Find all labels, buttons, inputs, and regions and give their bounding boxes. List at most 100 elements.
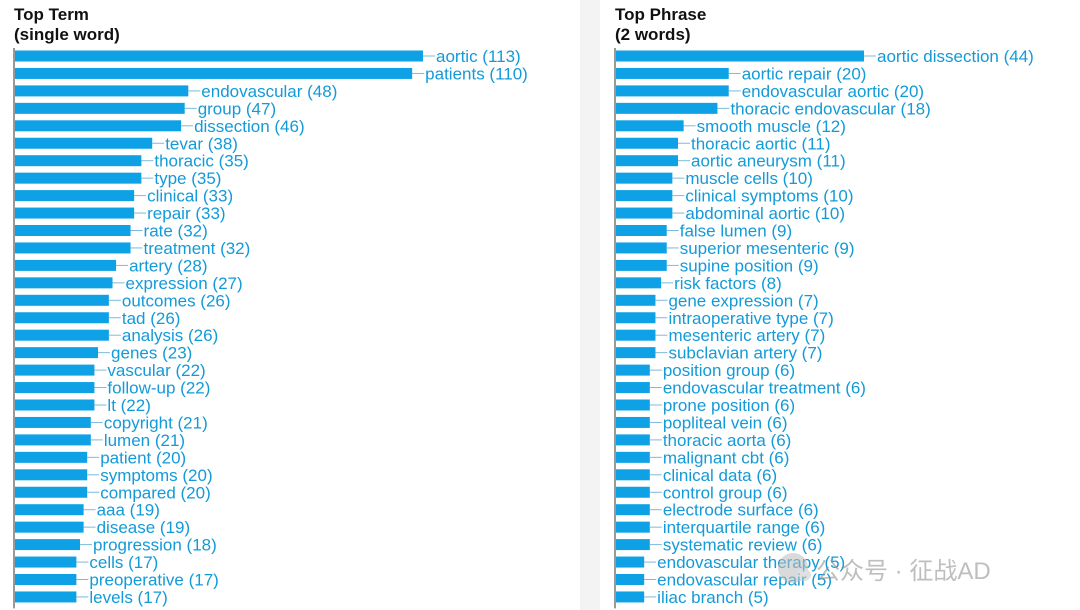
bar-label: prone position (6) [663, 396, 795, 415]
bar [616, 486, 650, 498]
bar [616, 137, 678, 149]
panel-gutter [580, 0, 600, 610]
bar [15, 574, 77, 585]
bar [616, 347, 656, 359]
bar-label: dissection (46) [194, 117, 305, 136]
bar [15, 329, 109, 341]
bar [15, 50, 423, 62]
bar-label: levels (17) [89, 588, 167, 607]
bar-label: tevar (38) [165, 134, 238, 153]
bar-label: genes (23) [111, 344, 192, 363]
bar [616, 259, 667, 271]
bar [616, 591, 645, 603]
bar [15, 486, 88, 498]
chart-subtitle-line: (2 words) [615, 25, 691, 44]
bar [616, 242, 667, 254]
bar-label: artery (28) [129, 256, 207, 275]
wechat-icon [778, 553, 811, 583]
bar-label: supine position (9) [680, 256, 819, 275]
bar [15, 312, 109, 324]
bar-label: preoperative (17) [89, 571, 218, 590]
chart-title: Top Term (single word) [14, 5, 120, 45]
bar [616, 85, 729, 97]
bar [616, 556, 645, 568]
bar [15, 294, 109, 306]
bar-label: treatment (32) [144, 239, 251, 258]
bar-label: tad (26) [122, 309, 181, 328]
bar-label: patient (20) [100, 448, 186, 467]
bar [15, 434, 91, 446]
bar-label: follow-up (22) [107, 379, 210, 398]
bar-label: symptoms (20) [100, 466, 212, 485]
bar [15, 591, 77, 603]
bar [616, 364, 650, 376]
bar [15, 155, 142, 167]
bar-label: aortic repair (20) [742, 64, 867, 83]
bar-label: electrode surface (6) [663, 501, 819, 520]
bar [616, 416, 650, 428]
bar [15, 364, 95, 376]
bar-label: expression (27) [125, 274, 242, 293]
bar-label: systematic review (6) [663, 536, 823, 555]
bar [15, 556, 77, 568]
chart-subtitle-line: (single word) [14, 25, 120, 44]
bar-label: group (47) [198, 99, 276, 118]
top-phrase-panel: Top Phrase (2 words) aortic dissection (… [600, 0, 1080, 610]
bar [15, 172, 142, 184]
bar [15, 347, 99, 359]
bar-label: interquartile range (6) [663, 518, 826, 537]
bar [616, 521, 650, 533]
bar [15, 382, 95, 394]
bar [616, 50, 864, 62]
bar-label: mesenteric artery (7) [668, 326, 825, 345]
bar [15, 259, 117, 271]
bar-label: progression (18) [93, 536, 217, 555]
bar-label: lumen (21) [104, 431, 185, 450]
bar [616, 207, 673, 219]
bar-label: superior mesenteric (9) [680, 239, 855, 258]
bar [616, 312, 656, 324]
bar-label: copyright (21) [104, 413, 208, 432]
chart-title: Top Phrase (2 words) [615, 5, 706, 45]
bar-label: vascular (22) [107, 361, 205, 380]
bar [15, 469, 88, 481]
bar [616, 277, 662, 289]
bar [15, 190, 135, 202]
bar-label: abdominal aortic (10) [685, 204, 845, 223]
top-term-panel: Top Term (single word) aortic (113) patie… [13, 5, 528, 609]
bar-label: popliteal vein (6) [663, 413, 788, 432]
top-term-bar-chart: aortic (113)patients (110) endovascular (… [13, 47, 528, 609]
bar-label: false lumen (9) [680, 222, 792, 241]
bar [15, 137, 153, 149]
bar-label: repair (33) [147, 204, 225, 223]
bar-label: compared (20) [100, 483, 211, 502]
bar-label: position group (6) [663, 361, 795, 380]
bar-label: aortic dissection (44) [877, 47, 1034, 66]
bar-label: iliac branch (5) [657, 588, 769, 607]
bar [15, 207, 135, 219]
bar-label: endovascular (48) [201, 82, 337, 101]
bar [616, 329, 656, 341]
bar [616, 190, 673, 202]
bar-label: subclavian artery (7) [668, 344, 822, 363]
bar [15, 102, 185, 114]
bar-label: endovascular treatment (6) [663, 379, 866, 398]
bar [15, 521, 84, 533]
bar [616, 294, 656, 306]
bar-label: lt (22) [107, 396, 150, 415]
bar-label: thoracic endovascular (18) [730, 99, 930, 118]
bar [616, 451, 650, 463]
bar-label: thoracic aorta (6) [663, 431, 792, 450]
bar-label: patients (110) [425, 64, 528, 83]
bar-label: clinical symptoms (10) [685, 187, 853, 206]
bar-label: endovascular aortic (20) [742, 82, 924, 101]
bar-label: clinical data (6) [663, 466, 777, 485]
bar-label: analysis (26) [122, 326, 218, 345]
bar [15, 416, 91, 428]
bar-label: clinical (33) [147, 187, 233, 206]
bar [616, 504, 650, 516]
bar [15, 67, 413, 79]
bar [15, 225, 131, 236]
bar [616, 225, 667, 236]
bar-label: rate (32) [144, 222, 208, 241]
